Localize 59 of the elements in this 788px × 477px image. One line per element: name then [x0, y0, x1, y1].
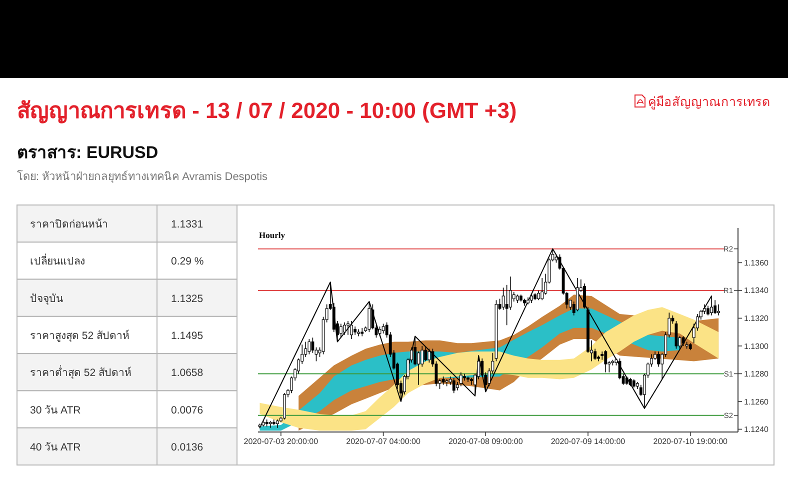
annotation: Hourly [259, 230, 286, 240]
text: สัญญาณการเทรด - 13 / 07 / 2020 - 10:00 (GMT +3) [17, 98, 517, 124]
category-label: 30 วัน ATR [30, 404, 82, 416]
candlestick [311, 337, 314, 354]
candlestick [343, 322, 346, 336]
candlestick [682, 336, 685, 346]
category-label: ราคาปิดก่อนหน้า [30, 218, 108, 231]
x-tick-label: 2020-07-08 09:00:00 [448, 437, 524, 446]
category-label: 40 วัน ATR [30, 441, 82, 454]
candlestick [657, 351, 660, 368]
x-tick-label: 2020-07-03 20:00:00 [244, 437, 319, 446]
y-tick-label: 1.1360 [744, 258, 770, 268]
category-label: ราคาต่ำสุด 52 สัปดาห์ [30, 365, 132, 380]
y-tick-label: 1.1340 [744, 286, 770, 296]
candlestick [308, 338, 311, 355]
candlestick [459, 372, 462, 387]
candlestick [463, 373, 466, 382]
x-tick-label: 2020-07-10 19:00:00 [653, 437, 728, 446]
candlestick [452, 377, 456, 394]
candlestick [600, 351, 604, 360]
candlestick [382, 323, 385, 334]
candlestick [350, 320, 353, 340]
text: 1.1331 [171, 218, 204, 231]
category-label: เปลี่ยนแปลง [30, 254, 85, 268]
candlestick [424, 346, 428, 362]
text: 1.1325 [171, 292, 204, 305]
candlestick [576, 278, 579, 312]
text: 1.0658 [171, 367, 204, 380]
candlestick [339, 323, 342, 338]
y-tick-label: 1.1260 [744, 397, 770, 406]
text: โดย: หัวหน้าฝ่ายกลยุทธ์ทางเทคนิค Avramis Despotis [17, 169, 268, 183]
text: 0.0076 [171, 404, 204, 416]
candlestick [714, 300, 717, 314]
candlestick [417, 351, 420, 386]
text: คู่มือสัญญาณการเทรด [648, 95, 770, 110]
candlestick [537, 290, 540, 301]
candlestick [346, 320, 350, 336]
y-tick-label: 1.1300 [744, 342, 770, 351]
text: 0.0136 [171, 441, 204, 454]
x-tick-label: 2020-07-07 04:00:00 [346, 437, 421, 446]
y-tick-label: 1.1240 [744, 425, 770, 434]
text: ตราสาร: EURUSD [17, 143, 158, 162]
text: 1.1495 [171, 330, 204, 342]
candlestick [604, 350, 608, 373]
category-label: ราคาสูงสุด 52 สัปดาห์ [30, 329, 130, 342]
candlestick [428, 348, 431, 364]
candlestick [470, 377, 473, 386]
y-tick-label: 1.1320 [744, 314, 770, 324]
candlestick [283, 392, 286, 420]
y-tick-label: 1.1280 [744, 370, 770, 379]
x-tick-label: 2020-07-09 14:00:00 [550, 437, 626, 446]
candlestick [268, 420, 272, 428]
candlestick [508, 276, 512, 310]
category-label: ปัจจุบัน [30, 292, 63, 305]
candlestick [378, 326, 382, 337]
candlestick [540, 278, 544, 301]
candlestick [368, 301, 371, 332]
candlestick [717, 304, 720, 316]
text: 0.29 % [171, 256, 204, 268]
